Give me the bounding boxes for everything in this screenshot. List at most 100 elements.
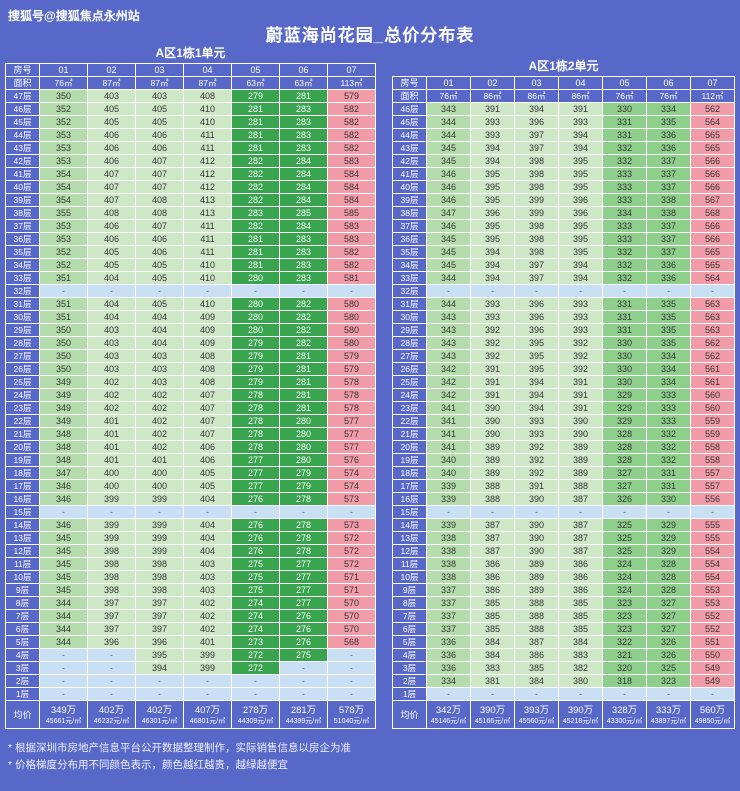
- floor-row: 3层 - -394 399 272- -: [5, 661, 376, 675]
- floor-label: 16层: [392, 492, 427, 506]
- floor-row: 2层 334 381 384 380 318 323 549: [392, 674, 735, 688]
- price-cell: 399: [183, 661, 232, 675]
- soldout-cell: -: [646, 284, 691, 298]
- price-cell: 394: [135, 661, 184, 675]
- price-cell: 387: [558, 492, 603, 506]
- price-cell: 396: [87, 635, 136, 649]
- price-cell: 407: [87, 167, 136, 181]
- floor-row: 24层 342 391 394 391 329 333 560: [392, 388, 735, 402]
- floor-label: 42层: [392, 154, 427, 168]
- area-value: 76㎡: [602, 89, 647, 103]
- price-cell: 410: [183, 258, 232, 272]
- floor-label: 27层: [5, 349, 40, 363]
- price-cell: 407: [183, 388, 232, 402]
- price-cell: 562: [690, 102, 735, 116]
- price-cell: 385: [514, 661, 559, 675]
- price-cell: 388: [514, 609, 559, 623]
- price-cell: 403: [87, 349, 136, 363]
- floor-label: 13层: [5, 531, 40, 545]
- price-cell: 349: [39, 388, 88, 402]
- price-cell: 338: [426, 531, 471, 545]
- area-value: 76㎡: [426, 89, 471, 103]
- floor-label: 10层: [5, 570, 40, 584]
- area-value: 112㎡: [690, 89, 735, 103]
- floor-row: 38层 355 408 408 413 283 285 585: [5, 206, 376, 220]
- avg-price-cell: 560万 49850元/㎡: [690, 700, 735, 729]
- price-cell: 395: [558, 180, 603, 194]
- floor-label: 4层: [392, 648, 427, 662]
- price-cell: 549: [690, 674, 735, 688]
- price-cell: 406: [87, 232, 136, 246]
- price-cell: 395: [470, 219, 515, 233]
- soldout-cell: -: [646, 505, 691, 519]
- price-cell: 403: [87, 362, 136, 376]
- price-cell: 332: [646, 453, 691, 467]
- price-cell: 392: [514, 453, 559, 467]
- price-cell: 283: [279, 141, 328, 155]
- price-cell: 285: [279, 206, 328, 220]
- price-cell: 346: [426, 193, 471, 207]
- price-cell: 275: [231, 557, 280, 571]
- price-cell: 282: [231, 193, 280, 207]
- floor-row: 26层 350 403 403 408 279 281 579: [5, 362, 376, 376]
- price-cell: 353: [39, 232, 88, 246]
- floor-label: 34层: [5, 258, 40, 272]
- price-cell: 399: [135, 544, 184, 558]
- price-cell: 323: [602, 622, 647, 636]
- price-cell: 396: [514, 310, 559, 324]
- price-cell: 283: [231, 206, 280, 220]
- price-cell: 563: [690, 323, 735, 337]
- price-cell: 279: [231, 89, 280, 103]
- price-cell: 389: [558, 453, 603, 467]
- price-cell: 330: [602, 375, 647, 389]
- price-cell: 345: [39, 570, 88, 584]
- price-cell: 397: [135, 622, 184, 636]
- price-cell: 582: [327, 102, 376, 116]
- price-cell: 397: [135, 596, 184, 610]
- price-cell: 277: [231, 479, 280, 493]
- price-cell: 274: [231, 622, 280, 636]
- price-cell: 573: [327, 518, 376, 532]
- price-cell: 552: [690, 609, 735, 623]
- room-number-header: 03: [514, 76, 559, 90]
- price-cell: 392: [514, 440, 559, 454]
- soldout-cell: -: [602, 505, 647, 519]
- avg-total-price: 281万: [290, 704, 317, 716]
- price-cell: 354: [39, 167, 88, 181]
- price-cell: 584: [327, 193, 376, 207]
- floor-label: 23层: [5, 401, 40, 415]
- price-cell: 566: [690, 154, 735, 168]
- price-cell: 577: [327, 427, 376, 441]
- price-cell: 335: [646, 115, 691, 129]
- price-cell: 564: [690, 115, 735, 129]
- price-cell: 333: [602, 180, 647, 194]
- area-value: 113㎡: [327, 76, 376, 90]
- price-cell: 341: [426, 427, 471, 441]
- price-cell: 344: [39, 609, 88, 623]
- floor-row: 6层 337 385 388 385 323 327 552: [392, 622, 735, 636]
- price-cell: 411: [183, 141, 232, 155]
- price-cell: 385: [558, 596, 603, 610]
- price-cell: 345: [426, 232, 471, 246]
- avg-unit-price: 45560元/㎡: [518, 717, 555, 725]
- price-cell: 580: [327, 336, 376, 350]
- price-cell: 341: [426, 440, 471, 454]
- soldout-cell: -: [231, 674, 280, 688]
- floor-row: 32层 - - - - - - -: [5, 284, 376, 298]
- soldout-cell: -: [87, 284, 136, 298]
- price-table-panel: A区1栋1单元 房号 01 02 03 04 05 06 07 面积 76㎡ 87㎡ 87㎡ 87㎡ 63…: [5, 46, 376, 729]
- price-cell: 278: [231, 427, 280, 441]
- price-cell: 406: [87, 128, 136, 142]
- price-cell: 382: [558, 661, 603, 675]
- price-cell: 387: [470, 518, 515, 532]
- floor-row: 10层 338 386 389 386 324 328 554: [392, 570, 735, 584]
- room-number-header: 06: [646, 76, 691, 90]
- price-cell: 394: [514, 401, 559, 415]
- price-cell: 282: [279, 323, 328, 337]
- floor-label: 8层: [5, 596, 40, 610]
- price-cell: 383: [470, 661, 515, 675]
- price-cell: 404: [87, 310, 136, 324]
- floor-label: 9层: [5, 583, 40, 597]
- price-cell: 275: [279, 648, 328, 662]
- price-cell: 346: [426, 180, 471, 194]
